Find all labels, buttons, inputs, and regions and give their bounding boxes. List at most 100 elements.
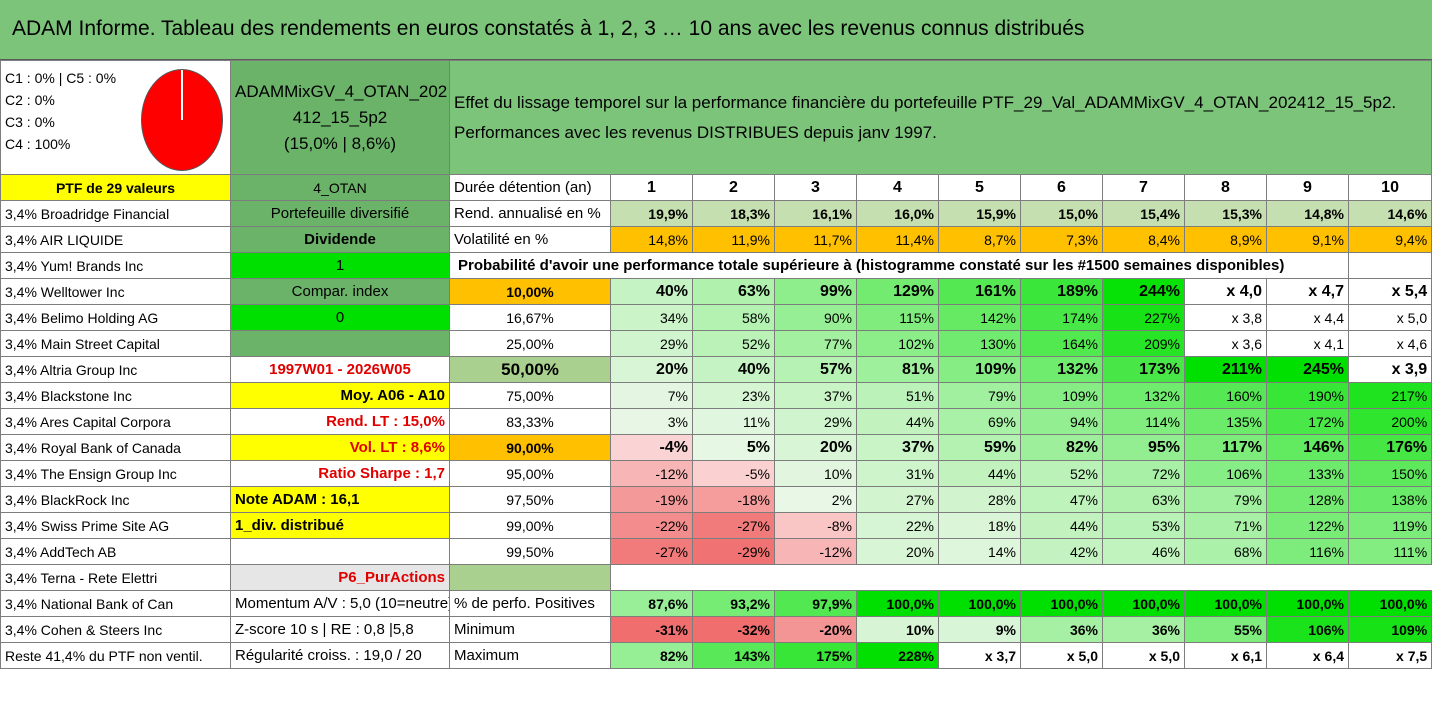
prob-value: 53% <box>1102 512 1185 539</box>
holding-name: 3,4% AddTech AB <box>0 538 231 565</box>
probability-level: 95,00% <box>449 460 611 487</box>
otan-label: 4_OTAN <box>230 174 450 201</box>
pos-value: 100,0% <box>856 590 939 617</box>
prob-value: -19% <box>610 486 693 513</box>
table-row: 3,4% Swiss Prime Site AG 1_div. distribué… <box>0 512 1432 539</box>
min-label: Minimum <box>449 616 611 643</box>
prob-value: x 3,8 <box>1184 304 1267 331</box>
prob-value: 29% <box>610 330 693 357</box>
side-note: Note ADAM : 16,1 <box>230 486 450 513</box>
prob-value: 37% <box>774 382 857 409</box>
prob-value: 63% <box>1102 486 1185 513</box>
rend-value: 15,9% <box>938 200 1021 227</box>
prob-value: 44% <box>856 408 939 435</box>
empty-cell <box>1347 252 1432 279</box>
min-value: -20% <box>774 616 857 643</box>
prob-value: 142% <box>938 304 1021 331</box>
legend-c2: C2 : 0% <box>5 92 55 108</box>
prob-value: 146% <box>1266 434 1349 461</box>
prob-value: x 4,1 <box>1266 330 1349 357</box>
prob-value: -29% <box>692 538 775 565</box>
table-row: 3,4% Yum! Brands Inc 1 Probabilité d'avoir… <box>0 252 1432 279</box>
portfolio-name: ADAMMixGV_4_OTAN_202 412_15_5p2 (15,0% |… <box>230 60 450 175</box>
prob-value: 173% <box>1102 356 1185 383</box>
prob-value: 132% <box>1020 356 1103 383</box>
rend-value: 18,3% <box>692 200 775 227</box>
prob-value: -5% <box>692 460 775 487</box>
empty-cell <box>1021 565 1103 591</box>
probability-level: 99,00% <box>449 512 611 539</box>
holding-name: 3,4% Welltower Inc <box>0 278 231 305</box>
prob-value: -27% <box>610 538 693 565</box>
prob-value: 20% <box>610 356 693 383</box>
prob-value: -8% <box>774 512 857 539</box>
prob-value: 95% <box>1102 434 1185 461</box>
rend-value: 14,6% <box>1347 200 1432 227</box>
allocation-legend: C1 : 0% | C5 : 0% C2 : 0% C3 : 0% C4 : 1… <box>0 60 231 175</box>
prob-value: 11% <box>692 408 775 435</box>
probability-level: 16,67% <box>449 304 611 331</box>
prob-value: 133% <box>1266 460 1349 487</box>
prob-value: x 5,4 <box>1347 278 1432 305</box>
vol-value: 8,7% <box>938 226 1021 253</box>
prob-value: 150% <box>1347 460 1432 487</box>
holding-name: 3,4% Cohen & Steers Inc <box>0 616 231 643</box>
pos-value: 100,0% <box>1102 590 1185 617</box>
table-row: 3,4% Main Street Capital 25,00% 29% 52% 77% 1… <box>0 330 1432 357</box>
table-row: 3,4% Altria Group Inc 1997W01 - 2026W05 50… <box>0 356 1432 383</box>
prob-value: 34% <box>610 304 693 331</box>
prob-value: 161% <box>938 278 1021 305</box>
table-row: 3,4% Broadridge Financial Portefeuille di… <box>0 200 1432 227</box>
max-value: x 3,7 <box>938 642 1021 669</box>
table-row: PTF de 29 valeurs 4_OTAN Durée détention (… <box>0 174 1432 201</box>
prob-value: 129% <box>856 278 939 305</box>
table-row: 3,4% AddTech AB 99,50% -27% -29% -12% 20% 14% 4… <box>0 538 1432 565</box>
empty-cell <box>1267 565 1349 591</box>
probability-level: 75,00% <box>449 382 611 409</box>
max-value: 175% <box>774 642 857 669</box>
side-div: 1_div. distribué <box>230 512 450 539</box>
prob-value: 81% <box>856 356 939 383</box>
prob-value: 22% <box>856 512 939 539</box>
side-momentum: Momentum A/V : 5,0 (10=neutre) <box>230 590 450 617</box>
description-line1: Effet du lissage temporel sur la perform… <box>454 92 1397 112</box>
side-compar: Compar. index <box>230 278 450 305</box>
holding-name: 3,4% AIR LIQUIDE <box>0 226 231 253</box>
prob-value: 135% <box>1184 408 1267 435</box>
prob-value: 138% <box>1347 486 1432 513</box>
probability-level: 25,00% <box>449 330 611 357</box>
table-row: 3,4% Belimo Holding AG 0 16,67% 34% 58% 90% 11… <box>0 304 1432 331</box>
prob-value: 111% <box>1347 538 1432 565</box>
table-row: 3,4% The Ensign Group Inc Ratio Sharpe : … <box>0 460 1432 487</box>
min-value: -31% <box>610 616 693 643</box>
table-row: 3,4% Welltower Inc Compar. index 10,00% 40%… <box>0 278 1432 305</box>
duration-label: Durée détention (an) <box>449 174 611 201</box>
prob-value: 217% <box>1347 382 1432 409</box>
prob-value: 164% <box>1020 330 1103 357</box>
year-header: 4 <box>856 174 939 201</box>
prob-value: 27% <box>856 486 939 513</box>
probability-level: 10,00% <box>449 278 611 305</box>
side-empty <box>230 538 450 565</box>
prob-value: 190% <box>1266 382 1349 409</box>
prob-value: 51% <box>856 382 939 409</box>
prob-value: 57% <box>774 356 857 383</box>
prob-value: -12% <box>774 538 857 565</box>
prob-value: 77% <box>774 330 857 357</box>
prob-value: 20% <box>856 538 939 565</box>
holding-name: 3,4% Terna - Rete Elettri <box>0 564 231 591</box>
prob-value: 18% <box>938 512 1021 539</box>
holding-name: 3,4% Swiss Prime Site AG <box>0 512 231 539</box>
prob-value: x 4,0 <box>1184 278 1267 305</box>
empty-cell <box>1185 565 1267 591</box>
vol-value: 11,7% <box>774 226 857 253</box>
prob-value: 23% <box>692 382 775 409</box>
rend-value: 14,8% <box>1266 200 1349 227</box>
portfolio-name-line2: 412_15_5p2 <box>292 107 388 127</box>
legend-c3: C3 : 0% <box>5 114 55 130</box>
side-p6: P6_PurActions <box>230 564 450 591</box>
rend-value: 16,1% <box>774 200 857 227</box>
prob-value: 69% <box>938 408 1021 435</box>
description: Effet du lissage temporel sur la perform… <box>448 60 1432 175</box>
prob-value: 31% <box>856 460 939 487</box>
